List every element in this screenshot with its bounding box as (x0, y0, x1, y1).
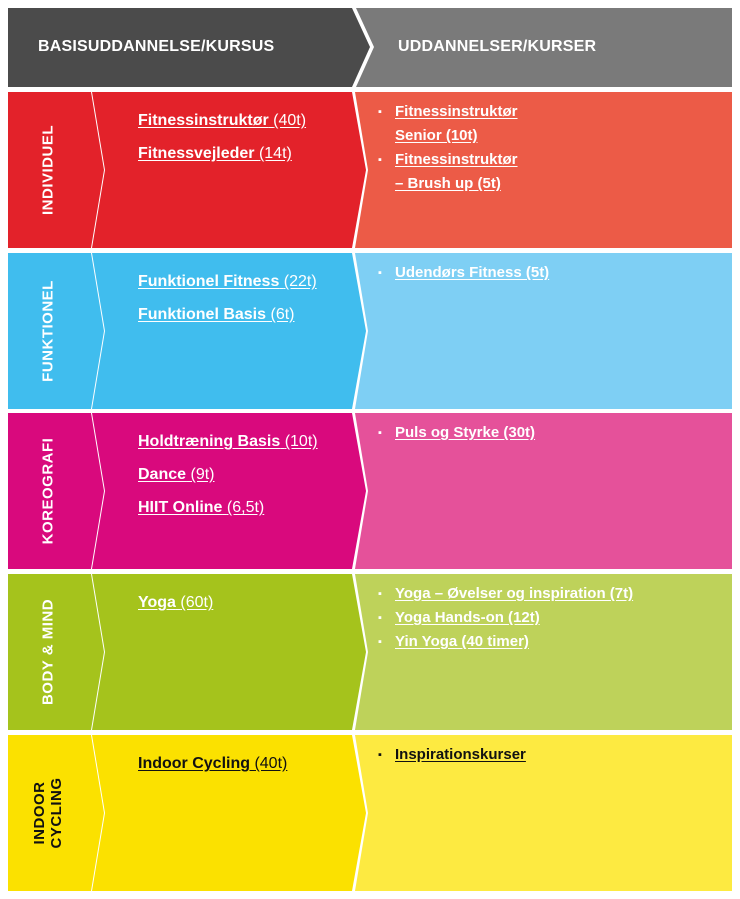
basis-arrow (92, 735, 366, 891)
basis-course-name: Fitnessinstruktør (138, 112, 269, 129)
basis-course-link[interactable]: Yoga (60t) (138, 593, 348, 613)
basis-course-hours: (9t) (190, 466, 215, 483)
course-list-panel (355, 92, 732, 248)
basis-course-link[interactable]: Funktionel Basis (6t) (138, 305, 348, 325)
course-list: ▪ Udendørs Fitness (5t) (376, 261, 726, 285)
bullet-square-icon: ▪ (378, 636, 382, 648)
course-link-text: Udendørs Fitness (5t) (395, 264, 550, 281)
bullet-square-icon: ▪ (378, 588, 382, 600)
category-label-line: INDOOR (31, 781, 48, 845)
category-arrow (8, 413, 104, 569)
category-arrow (8, 253, 104, 409)
course-link-text: Yoga Hands-on (12t) (395, 609, 540, 626)
basis-course-link[interactable]: Fitnessinstruktør (40t) (138, 111, 348, 131)
category-arrow (8, 735, 104, 891)
basis-arrow (92, 253, 366, 409)
basis-course-hours: (22t) (283, 273, 317, 290)
course-list-item[interactable]: ▪ Yoga Hands-on (12t) (376, 606, 726, 630)
basis-course-list: Holdtræning Basis (10t) Dance (9t) HIIT On… (138, 432, 348, 531)
basis-course-name: Funktionel Basis (138, 306, 267, 323)
basis-course-link[interactable]: Funktionel Fitness (22t) (138, 272, 348, 292)
header-right-arrow (356, 8, 732, 87)
course-list: ▪ Yoga – Øvelser og inspiration (7t) ▪ Yoga… (376, 582, 726, 654)
basis-course-link[interactable]: HIIT Online (6,5t) (138, 498, 348, 518)
course-list-item[interactable]: ▪ Puls og Styrke (30t) (376, 421, 726, 445)
course-list-panel (355, 735, 732, 891)
basis-course-hours: (40t) (254, 755, 288, 772)
basis-course-link[interactable]: Indoor Cycling (40t) (138, 754, 348, 774)
header-right-label: UDDANNELSER/KURSER (398, 38, 597, 55)
course-list-item[interactable]: ▪ Fitnessinstruktør Senior (10t) (376, 100, 726, 148)
bullet-square-icon: ▪ (378, 154, 382, 166)
course-list-item[interactable]: ▪ Yin Yoga (40 timer) (376, 630, 726, 654)
basis-course-list: Fitnessinstruktør (40t) Fitnessvejleder (… (138, 111, 348, 177)
category-label: BODY & MIND (39, 598, 57, 706)
category-label: FUNKTIONEL (39, 280, 57, 382)
category-label: INDIVIDUEL (39, 124, 57, 216)
basis-course-link[interactable]: Fitnessvejleder (14t) (138, 144, 348, 164)
course-list-panel (355, 574, 732, 730)
bullet-square-icon: ▪ (378, 427, 382, 439)
basis-course-name: HIIT Online (138, 499, 223, 516)
basis-arrow (92, 413, 366, 569)
course-list: ▪ Inspirationskurser (376, 743, 726, 767)
basis-course-hours: (40t) (273, 112, 307, 129)
course-link-text: Senior (10t) (395, 127, 478, 144)
basis-course-name: Funktionel Fitness (138, 273, 280, 290)
bullet-square-icon: ▪ (378, 106, 382, 118)
basis-course-link[interactable]: Holdtræning Basis (10t) (138, 432, 348, 452)
course-link-text: Yoga – Øvelser og inspiration (7t) (395, 585, 634, 602)
basis-course-name: Fitnessvejleder (138, 145, 255, 162)
basis-course-link[interactable]: Dance (9t) (138, 465, 348, 485)
basis-course-hours: (14t) (258, 145, 292, 162)
course-list-item[interactable]: ▪ Fitnessinstruktør – Brush up (5t) (376, 148, 726, 196)
category-label: KOREOGRAFI (39, 437, 57, 545)
course-list-panel (355, 413, 732, 569)
category-arrow (8, 574, 104, 730)
basis-course-hours: (10t) (284, 433, 318, 450)
basis-course-name: Indoor Cycling (138, 755, 250, 772)
course-link-text: Inspirationskurser (395, 746, 526, 763)
course-list-panel (355, 253, 732, 409)
category-arrow (8, 92, 104, 248)
basis-arrow (92, 92, 366, 248)
course-list: ▪ Puls og Styrke (30t) (376, 421, 726, 445)
bullet-square-icon: ▪ (378, 612, 382, 624)
basis-arrow (92, 574, 366, 730)
course-link-text: – Brush up (5t) (395, 175, 501, 192)
basis-course-hours: (6,5t) (226, 499, 265, 516)
course-list: ▪ Fitnessinstruktør Senior (10t) ▪ Fitnessin… (376, 100, 726, 196)
basis-course-list: Yoga (60t) (138, 593, 348, 626)
header-left-label: BASISUDDANNELSE/KURSUS (38, 38, 275, 55)
basis-course-hours: (6t) (270, 306, 295, 323)
basis-course-list: Indoor Cycling (40t) (138, 754, 348, 787)
basis-course-name: Yoga (138, 594, 176, 611)
course-link-text: Yin Yoga (40 timer) (395, 633, 529, 650)
category-label: INDOOR CYCLING (31, 778, 65, 849)
basis-course-name: Holdtræning Basis (138, 433, 281, 450)
basis-course-list: Funktionel Fitness (22t) Funktionel Basis… (138, 272, 348, 338)
bullet-square-icon: ▪ (378, 749, 382, 761)
course-list-item[interactable]: ▪ Yoga – Øvelser og inspiration (7t) (376, 582, 726, 606)
bullet-square-icon: ▪ (378, 267, 382, 279)
basis-course-hours: (60t) (180, 594, 214, 611)
course-list-item[interactable]: ▪ Inspirationskurser (376, 743, 726, 767)
course-link-text: Fitnessinstruktør (395, 103, 518, 120)
course-list-item[interactable]: ▪ Udendørs Fitness (5t) (376, 261, 726, 285)
basis-course-name: Dance (138, 466, 187, 483)
course-link-text: Fitnessinstruktør (395, 151, 518, 168)
header-left-arrow (8, 8, 370, 87)
category-label-line: CYCLING (48, 777, 65, 849)
course-link-text: Puls og Styrke (30t) (395, 424, 536, 441)
